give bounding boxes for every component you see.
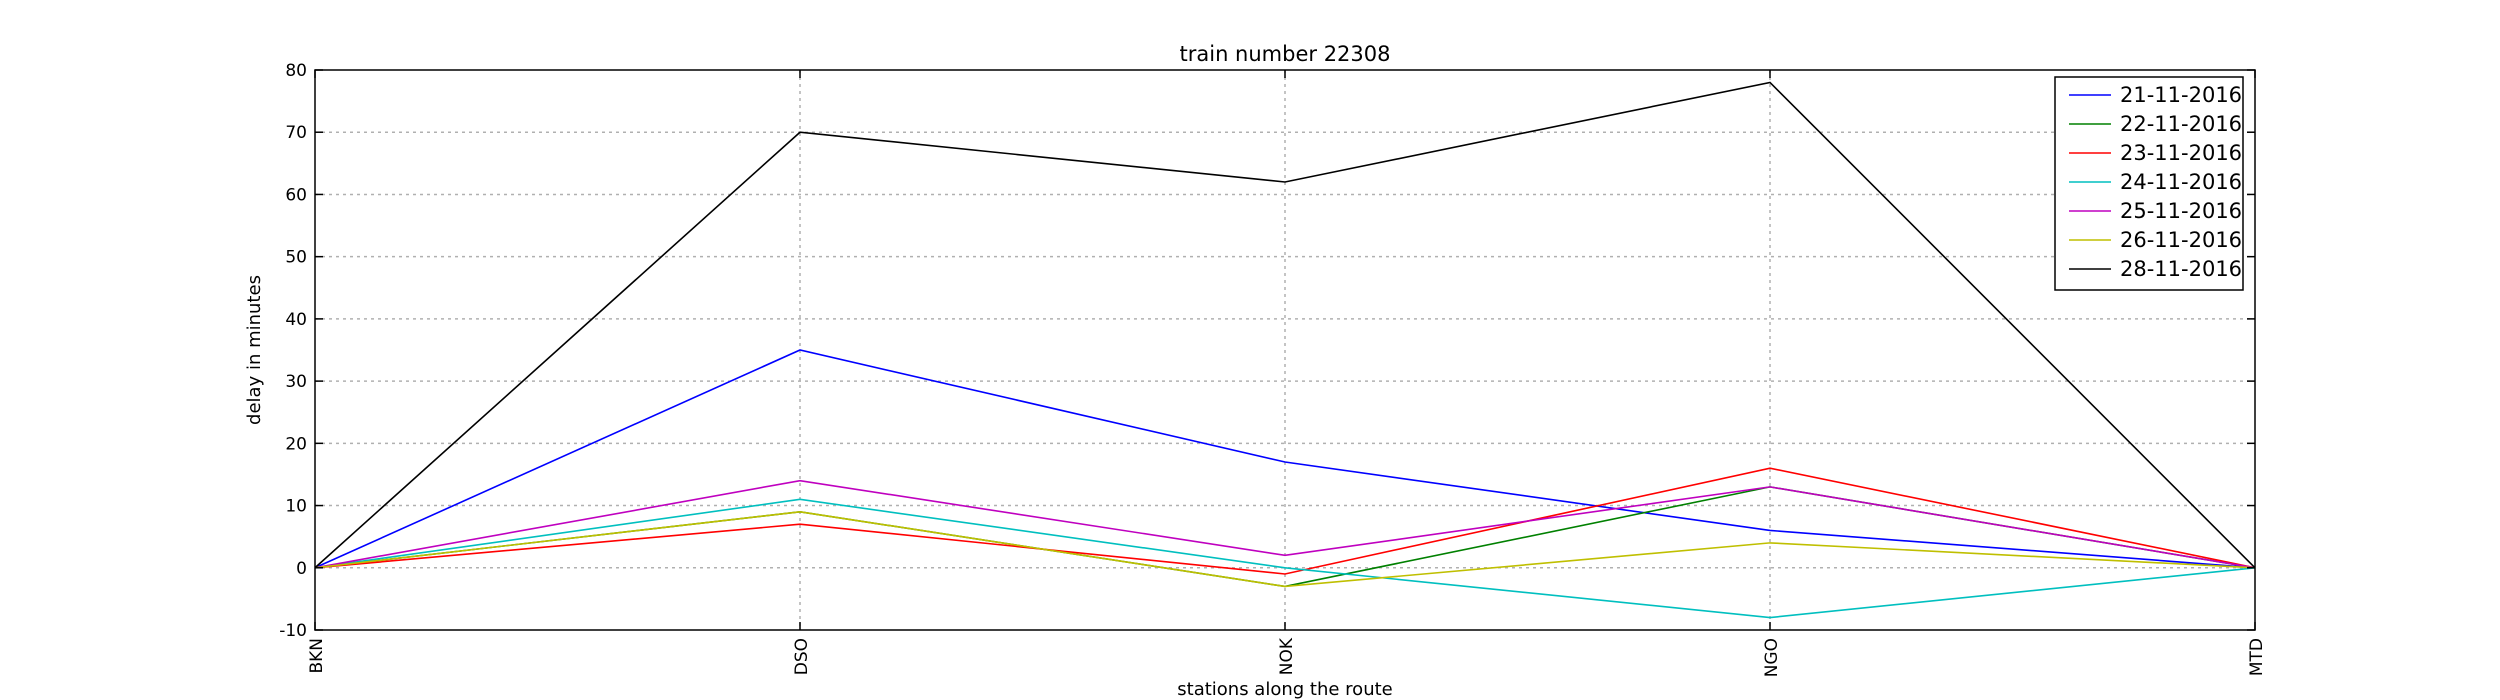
legend-label: 25-11-2016 [2120, 199, 2242, 223]
y-tick-label: 60 [285, 185, 307, 205]
legend-label: 28-11-2016 [2120, 257, 2242, 281]
legend-label: 24-11-2016 [2120, 170, 2242, 194]
y-tick-label: 70 [285, 123, 307, 143]
y-tick-label: -10 [279, 621, 307, 641]
series-line [314, 486, 2256, 588]
x-tick-label: NGO [1762, 638, 1782, 677]
y-tick-label: 0 [296, 559, 307, 579]
x-axis-title: stations along the route [1177, 679, 1392, 700]
legend-label: 22-11-2016 [2120, 112, 2242, 136]
series-line [314, 467, 2256, 575]
y-tick-label: 20 [285, 434, 307, 454]
series-line [314, 81, 2256, 569]
series-line [314, 479, 2256, 569]
y-tick-label: 80 [285, 61, 307, 81]
x-tick-label: NOK [1277, 637, 1297, 675]
series-line [314, 510, 2256, 588]
x-tick-label: BKN [307, 638, 327, 674]
y-tick-label: 10 [285, 497, 307, 517]
legend-label: 21-11-2016 [2120, 83, 2242, 107]
series-line [314, 498, 2256, 619]
series-layer [314, 81, 2256, 619]
y-tick-label: 50 [285, 248, 307, 268]
legend-label: 26-11-2016 [2120, 228, 2242, 252]
x-axis-ticks: BKN DSO NOK NGO MTD [307, 70, 2267, 677]
chart-title: train number 22308 [1180, 42, 1391, 66]
legend-box [2054, 76, 2244, 291]
y-axis-ticks: -10 0 10 20 30 40 50 60 70 80 [279, 61, 2255, 641]
x-tick-label: DSO [792, 638, 812, 675]
grid-layer [315, 70, 2255, 630]
y-tick-label: 30 [285, 372, 307, 392]
series-line [314, 349, 2256, 569]
y-tick-label: 40 [285, 310, 307, 330]
x-tick-label: MTD [2247, 638, 2267, 676]
legend: 21-11-2016 22-11-2016 23-11-2016 24-11-2016… [2054, 76, 2244, 291]
legend-label: 23-11-2016 [2120, 141, 2242, 165]
y-axis-title: delay in minutes [244, 275, 265, 425]
